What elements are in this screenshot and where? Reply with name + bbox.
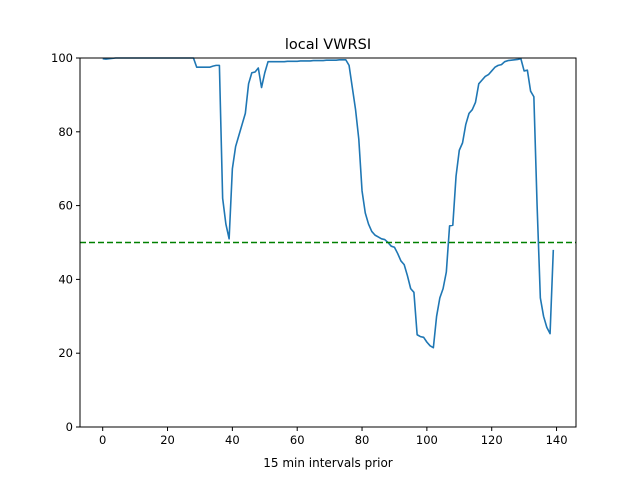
- y-tick-label: 40: [58, 272, 73, 286]
- chart-title: local VWRSI: [285, 37, 371, 53]
- y-tick-label: 100: [51, 51, 73, 65]
- y-tick-label: 80: [58, 125, 73, 139]
- y-tick-label: 0: [66, 420, 73, 434]
- y-tick-label: 60: [58, 199, 73, 213]
- x-axis-label: 15 min intervals prior: [263, 456, 393, 470]
- x-tick-label: 140: [546, 433, 568, 447]
- x-tick-label: 100: [416, 433, 438, 447]
- x-tick-label: 0: [99, 433, 106, 447]
- y-tick-label: 20: [58, 346, 73, 360]
- plot-frame: [79, 57, 577, 428]
- series-line-vwrsi: [102, 57, 555, 349]
- x-tick-label: 120: [481, 433, 503, 447]
- x-tick-label: 40: [225, 433, 240, 447]
- x-tick-label: 60: [290, 433, 305, 447]
- x-tick-label: 20: [160, 433, 175, 447]
- x-tick-label: 80: [355, 433, 370, 447]
